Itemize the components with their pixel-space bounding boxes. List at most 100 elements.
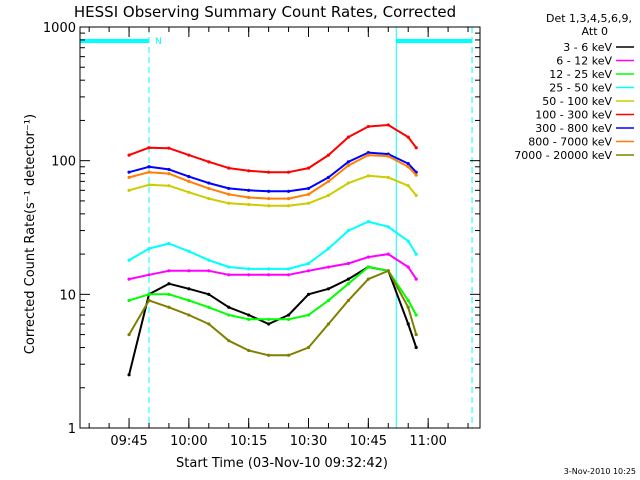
data-point: [407, 322, 410, 325]
data-point: [415, 278, 418, 281]
legend-header-line-2: Att 0: [582, 25, 608, 38]
data-point: [147, 247, 150, 250]
x-tick-label: 11:00: [409, 434, 446, 449]
data-point: [227, 187, 230, 190]
data-point: [327, 194, 330, 197]
data-point: [207, 293, 210, 296]
data-point: [267, 273, 270, 276]
data-point: [247, 318, 250, 321]
data-point: [415, 173, 418, 176]
data-point: [187, 180, 190, 183]
data-point: [147, 293, 150, 296]
data-point: [287, 313, 290, 316]
data-point: [347, 164, 350, 167]
data-point: [207, 160, 210, 163]
data-point: [307, 202, 310, 205]
data-point: [167, 306, 170, 309]
legend-label: 50 - 100 keV: [542, 95, 612, 108]
data-point: [347, 299, 350, 302]
data-point: [207, 181, 210, 184]
data-point: [415, 346, 418, 349]
legend-label: 800 - 7000 keV: [528, 136, 612, 149]
data-point: [227, 339, 230, 342]
data-point: [327, 287, 330, 290]
data-point: [307, 269, 310, 272]
data-point: [347, 229, 350, 232]
data-point: [247, 196, 250, 199]
data-point: [167, 168, 170, 171]
data-point: [287, 197, 290, 200]
x-tick-label: 10:00: [170, 434, 207, 449]
data-point: [387, 225, 390, 228]
data-point: [347, 282, 350, 285]
data-point: [127, 176, 130, 179]
data-point: [187, 191, 190, 194]
data-point: [227, 193, 230, 196]
legend-label: 6 - 12 keV: [556, 55, 612, 68]
data-point: [267, 318, 270, 321]
chart-title: HESSI Observing Summary Count Rates, Cor…: [74, 3, 456, 21]
data-point: [407, 184, 410, 187]
data-point: [247, 169, 250, 172]
data-point: [327, 180, 330, 183]
data-point: [287, 204, 290, 207]
data-point: [227, 202, 230, 205]
x-axis-label: Start Time (03-Nov-10 09:32:42): [176, 456, 388, 471]
data-point: [347, 278, 350, 281]
legend-label: 25 - 50 keV: [549, 82, 612, 95]
data-point: [127, 299, 130, 302]
data-point: [167, 293, 170, 296]
data-point: [367, 220, 370, 223]
y-tick-label: 1000: [43, 21, 76, 36]
data-point: [187, 299, 190, 302]
footer-date: 3-Nov-2010 10:25: [564, 467, 636, 476]
data-point: [367, 125, 370, 128]
data-point: [407, 136, 410, 139]
data-point: [287, 318, 290, 321]
x-tick-label: 10:15: [230, 434, 267, 449]
x-tick-label: 10:45: [350, 434, 387, 449]
data-point: [187, 175, 190, 178]
data-point: [167, 282, 170, 285]
data-point: [327, 299, 330, 302]
data-point: [207, 322, 210, 325]
data-point: [407, 162, 410, 165]
data-point: [147, 146, 150, 149]
y-axis-label-text: Corrected Count Rate: [23, 214, 38, 354]
data-point: [387, 155, 390, 158]
data-point: [227, 313, 230, 316]
data-point: [415, 194, 418, 197]
data-point: [307, 187, 310, 190]
data-point: [307, 262, 310, 265]
data-point: [147, 299, 150, 302]
data-point: [127, 373, 130, 376]
data-point: [247, 267, 250, 270]
data-point: [227, 273, 230, 276]
data-point: [187, 269, 190, 272]
data-point: [307, 193, 310, 196]
data-point: [267, 267, 270, 270]
data-point: [287, 171, 290, 174]
data-point: [415, 146, 418, 149]
y-tick-label: 1: [68, 422, 76, 437]
data-point: [347, 136, 350, 139]
legend-label: 12 - 25 keV: [549, 68, 612, 81]
data-point: [407, 240, 410, 243]
data-point: [247, 203, 250, 206]
data-point: [327, 322, 330, 325]
data-point: [307, 166, 310, 169]
data-point: [147, 273, 150, 276]
data-point: [407, 306, 410, 309]
legend-label: 300 - 800 keV: [535, 122, 612, 135]
y-axis-label: Corrected Count Rate (s⁻¹ detector⁻¹): [23, 114, 38, 354]
x-tick-label: 10:30: [290, 434, 327, 449]
data-point: [327, 265, 330, 268]
data-point: [287, 190, 290, 193]
data-point: [167, 172, 170, 175]
data-point: [287, 273, 290, 276]
data-point: [127, 259, 130, 262]
data-point: [207, 269, 210, 272]
x-tick-label: 09:45: [110, 434, 147, 449]
data-point: [147, 183, 150, 186]
data-point: [207, 197, 210, 200]
